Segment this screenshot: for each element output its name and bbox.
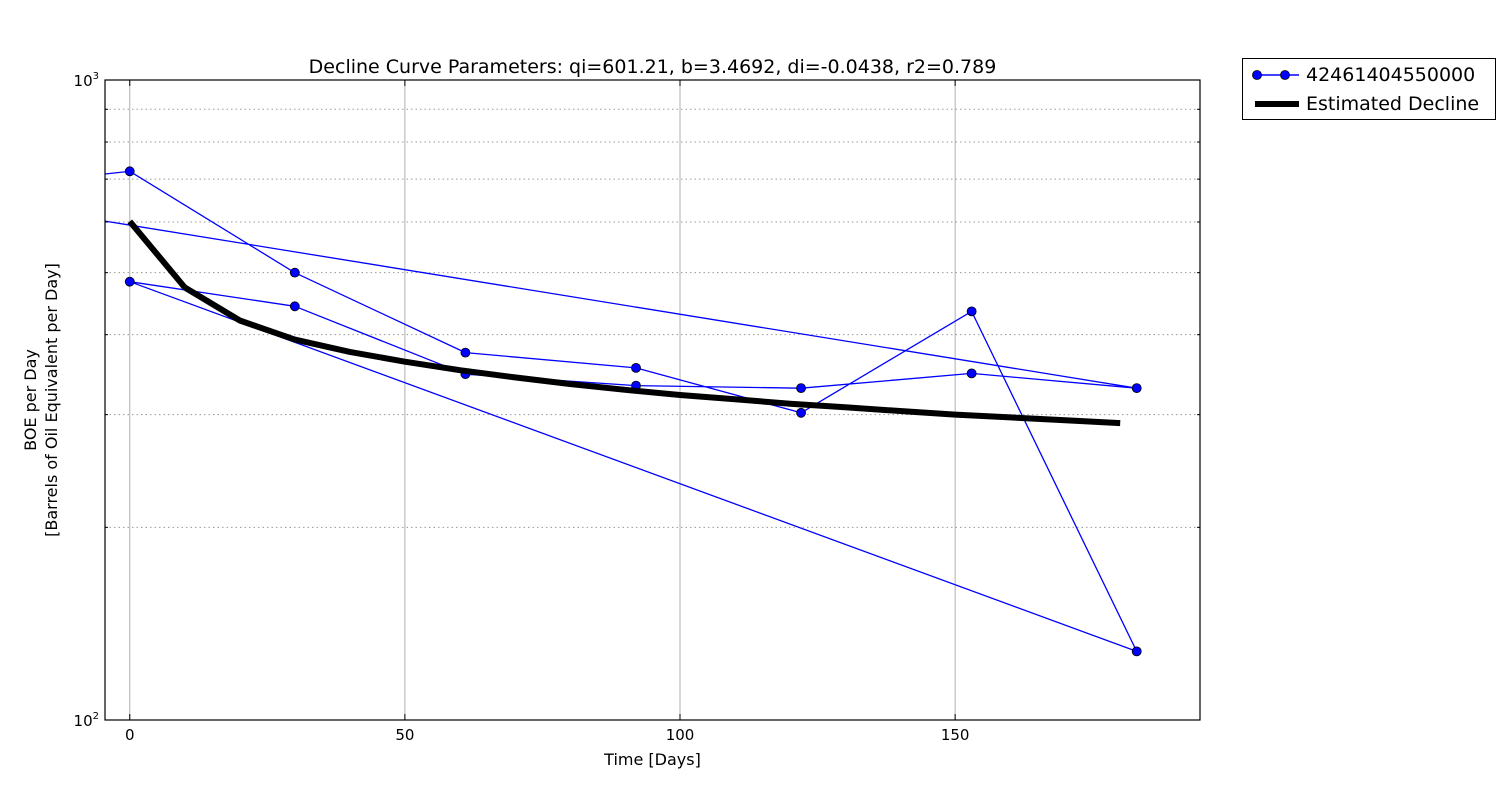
data-point-marker [966,306,977,317]
legend-item-well: 42461404550000 [1243,61,1495,89]
data-point-marker [966,368,977,379]
data-point-marker [631,362,641,373]
data-point-marker [289,301,300,312]
well-production-line [104,170,1138,653]
x-axis-label: Time [Days] [603,750,701,769]
x-tick-label: 150 [941,726,970,744]
y-axis-label: BOE per Day [21,349,40,451]
legend-item-estimated-decline: Estimated Decline [1243,90,1495,118]
series-layer [104,166,1142,657]
y-axis-label-line2: [Barrels of Oil Equivalent per Day] [42,263,61,537]
legend: 42461404550000 Estimated Decline [1242,58,1496,120]
legend-label-estimated-decline: Estimated Decline [1306,93,1480,115]
legend-thick-line-icon [1255,101,1299,107]
legend-label-well: 42461404550000 [1306,64,1476,86]
data-point-marker [796,383,806,394]
data-point-marker [1131,646,1142,657]
y-tick-label: 102 [74,711,99,730]
chart-title: Decline Curve Parameters: qi=601.21, b=3… [309,56,997,78]
data-point-marker [124,276,135,287]
tick-layer: 0 50 100 150 102 103 [74,71,1200,744]
x-tick-label: 100 [666,726,695,744]
data-point-marker [796,407,806,418]
data-point-marker [460,347,471,358]
data-point-marker [124,166,135,177]
x-tick-label: 0 [125,726,135,744]
legend-marker-line-icon [1252,70,1299,80]
x-tick-label: 50 [395,726,414,744]
y-tick-label: 103 [74,71,99,90]
data-point-marker [1131,383,1142,394]
data-point-marker [289,267,300,278]
grid-layer [105,80,1200,720]
estimated-decline-line [127,219,1121,427]
plot-frame [104,79,1201,721]
